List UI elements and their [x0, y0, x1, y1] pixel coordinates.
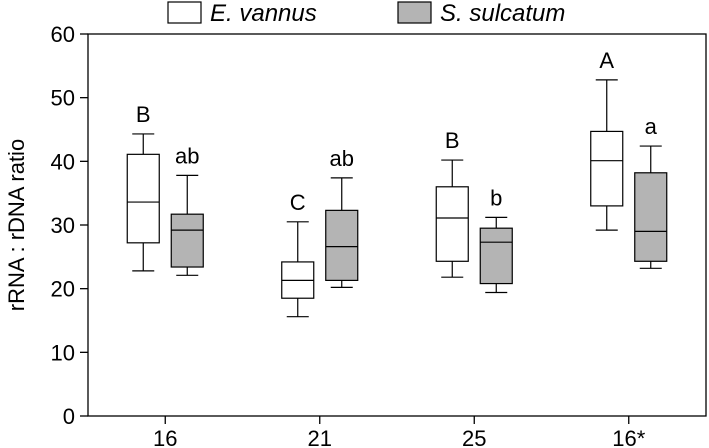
box-series: B C B Aab ab b a: [126, 48, 668, 318]
plot-frame: [87, 33, 707, 417]
significance-letter: b: [490, 185, 502, 210]
x-tick-label: 16*: [612, 426, 645, 448]
y-tick-label: 0: [63, 404, 75, 429]
legend: E. vannus S. sulcatum: [167, 0, 565, 27]
box-1-1: ab: [325, 146, 359, 288]
box-1-2: b: [479, 185, 513, 294]
significance-letter: ab: [175, 143, 199, 168]
box-0-3: A: [590, 48, 624, 231]
x-tick-label: 25: [462, 426, 486, 448]
box-0-0: B: [126, 102, 160, 272]
box-iqr: [325, 209, 359, 281]
box-1-3: a: [634, 114, 668, 269]
legend-swatch: [167, 1, 202, 24]
box-iqr: [479, 227, 513, 285]
box-1-0: ab: [170, 143, 204, 276]
box-iqr: [170, 213, 204, 268]
box-0-1: C: [281, 190, 315, 318]
significance-letter: ab: [330, 146, 354, 171]
y-tick-label: 50: [51, 86, 75, 111]
legend-swatch: [397, 1, 432, 24]
significance-letter: A: [599, 48, 614, 73]
y-axis: 0 10 20 30 40 50 60: [51, 22, 88, 429]
x-tick-label: 16: [153, 426, 177, 448]
significance-letter: C: [290, 190, 306, 215]
box-iqr: [634, 172, 668, 262]
box-0-2: B: [435, 128, 469, 278]
y-tick-label: 30: [51, 213, 75, 238]
y-tick-label: 10: [51, 340, 75, 365]
significance-letter: B: [445, 128, 460, 153]
box-iqr: [590, 130, 624, 207]
legend-label: E. vannus: [210, 0, 317, 27]
x-axis: 16 21 25 16*: [153, 416, 646, 448]
box-iqr: [435, 186, 469, 262]
y-axis-label: rRNA : rDNA ratio: [4, 139, 29, 311]
x-tick-label: 21: [308, 426, 332, 448]
y-tick-label: 40: [51, 149, 75, 174]
y-tick-label: 60: [51, 22, 75, 47]
significance-letter: B: [136, 102, 151, 127]
significance-letter: a: [645, 114, 658, 139]
box-iqr: [126, 153, 160, 244]
legend-label: S. sulcatum: [440, 0, 565, 27]
y-tick-label: 20: [51, 277, 75, 302]
